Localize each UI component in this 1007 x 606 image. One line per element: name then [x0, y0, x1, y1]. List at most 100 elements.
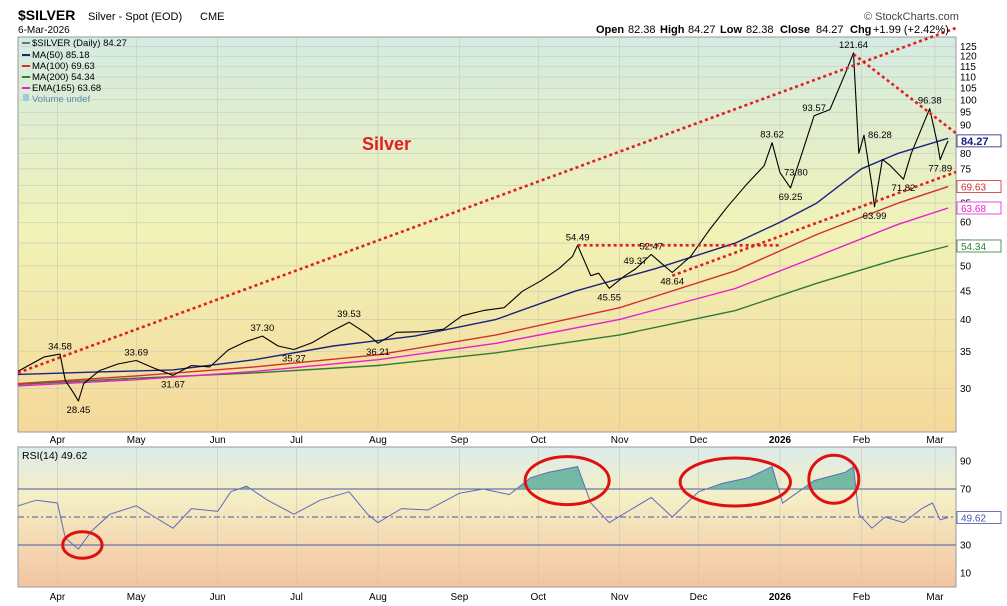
rsi-overbought-fill	[516, 466, 586, 489]
price-badge-label: 63.68	[961, 204, 986, 215]
legend-price: $SILVER (Daily) 84.27	[32, 38, 127, 49]
series-line-ma100	[17, 185, 949, 385]
series-line-ema165	[17, 207, 949, 387]
x-tick-label: Dec	[690, 435, 708, 446]
rsi-x-tick-label: Feb	[853, 592, 871, 603]
price-annotation: 71.82	[892, 183, 916, 194]
rsi-x-tick-label: Jul	[290, 592, 303, 603]
price-annotation: 54.49	[566, 232, 590, 243]
y-tick-label: 100	[960, 95, 977, 106]
close-label: Close	[780, 24, 810, 36]
rsi-highlight-ellipse	[807, 453, 861, 505]
price-annotation: 83.62	[760, 130, 784, 141]
x-tick-label: Nov	[611, 435, 629, 446]
x-tick-label: Apr	[50, 435, 66, 446]
price-annotation: 39.53	[337, 309, 361, 320]
rsi-highlight-ellipse	[61, 530, 104, 560]
y-tick-label: 120	[960, 52, 977, 63]
price-annotation: 121.64	[839, 40, 868, 51]
rsi-x-tick-label: Apr	[50, 592, 66, 603]
price-annotation: 45.55	[597, 292, 621, 303]
main-panel-bg	[17, 36, 957, 433]
price-annotation: 63.99	[863, 211, 887, 222]
price-annotation: 96.38	[918, 96, 942, 107]
rsi-x-tick-label: Nov	[611, 592, 629, 603]
series-line-price	[17, 52, 949, 402]
open-label: Open	[596, 24, 624, 36]
ohlc-readout: Open 82.38 High 84.27 Low 82.38 Close 84…	[596, 24, 949, 36]
close-value: 84.27	[816, 24, 844, 36]
y-tick-label: 90	[960, 121, 972, 132]
legend-volume: Volume undef	[32, 94, 90, 105]
y-tick-label: 35	[960, 347, 972, 358]
legend-ema165: EMA(165) 63.68	[32, 83, 101, 94]
rsi-x-tick-label: Mar	[926, 592, 944, 603]
x-tick-label: Mar	[926, 435, 944, 446]
price-annotation: 36.21	[366, 347, 390, 358]
y-tick-label: 50	[960, 261, 972, 272]
price-annotation: 28.45	[67, 405, 91, 416]
x-tick-label: Sep	[451, 435, 469, 446]
y-tick-label: 75	[960, 164, 972, 175]
rsi-label: RSI(14) 49.62	[22, 450, 88, 462]
y-tick-label: 115	[960, 62, 976, 73]
instrument-name: Silver - Spot (EOD)	[88, 11, 182, 23]
rsi-x-tick-label: 2026	[769, 592, 792, 603]
price-annotation: 77.89	[928, 164, 952, 175]
price-annotation: 37.30	[250, 323, 274, 334]
y-tick-label: 40	[960, 315, 972, 326]
rsi-tick-label: 10	[960, 569, 972, 580]
y-tick-label: 30	[960, 384, 972, 395]
y-tick-label: 60	[960, 218, 972, 229]
rsi-x-tick-label: Jun	[210, 592, 226, 603]
rsi-highlight-ellipse	[678, 456, 792, 508]
y-tick-label: 110	[960, 73, 976, 84]
x-tick-label: Jul	[290, 435, 303, 446]
rsi-x-tick-label: Aug	[369, 592, 387, 603]
price-annotation: 31.67	[161, 379, 185, 390]
rsi-tick-label: 90	[960, 457, 972, 468]
y-tick-label: 105	[960, 84, 977, 95]
price-badge-box	[956, 201, 1002, 215]
rsi-x-tick-label: Dec	[690, 592, 708, 603]
price-annotation: 69.25	[779, 192, 803, 203]
price-badge-box	[956, 239, 1002, 253]
x-tick-label: Oct	[530, 435, 546, 446]
chg-value: +1.99 (+2.42%)	[873, 24, 949, 36]
symbol-title: $SILVER	[18, 7, 75, 23]
price-annotation: 34.58	[48, 341, 72, 352]
legend-ma50: MA(50) 85.18	[32, 50, 90, 61]
y-tick-label: 80	[960, 149, 972, 160]
rsi-x-tick-label: May	[127, 592, 146, 603]
rsi-tick-label: 30	[960, 541, 972, 552]
rsi-badge-label: 49.62	[961, 514, 986, 525]
low-label: Low	[720, 24, 742, 36]
legend: $SILVER (Daily) 84.27 MA(50) 85.18 MA(10…	[22, 38, 127, 105]
price-annotation: 48.64	[660, 277, 684, 288]
price-annotation: 33.69	[124, 348, 148, 359]
price-annotation: 86.28	[868, 130, 892, 141]
x-tick-label: Aug	[369, 435, 387, 446]
rsi-badge-box	[956, 511, 1002, 524]
copyright: © StockCharts.com	[864, 11, 959, 23]
price-annotation: 73.80	[784, 168, 808, 179]
rsi-tick-label: 70	[960, 485, 972, 496]
price-badge-label: 54.34	[961, 242, 986, 253]
price-badge-box	[956, 180, 1002, 193]
legend-ma200: MA(200) 54.34	[32, 72, 95, 83]
x-tick-label: May	[127, 435, 146, 446]
chart-title: Silver	[362, 134, 411, 154]
price-annotation: 35.27	[282, 354, 306, 365]
y-tick-label: 45	[960, 287, 972, 298]
x-tick-label: Feb	[853, 435, 871, 446]
rsi-highlight-ellipse	[523, 455, 611, 507]
chart-date: 6-Mar-2026	[18, 25, 70, 36]
x-tick-label: Jun	[210, 435, 226, 446]
rsi-x-tick-label: Sep	[451, 592, 469, 603]
price-annotation: 52.47	[639, 241, 663, 252]
rsi-x-tick-label: Oct	[530, 592, 546, 603]
y-tick-label: 95	[960, 108, 972, 119]
chg-label: Chg	[850, 24, 871, 36]
exchange-label: CME	[200, 11, 224, 23]
